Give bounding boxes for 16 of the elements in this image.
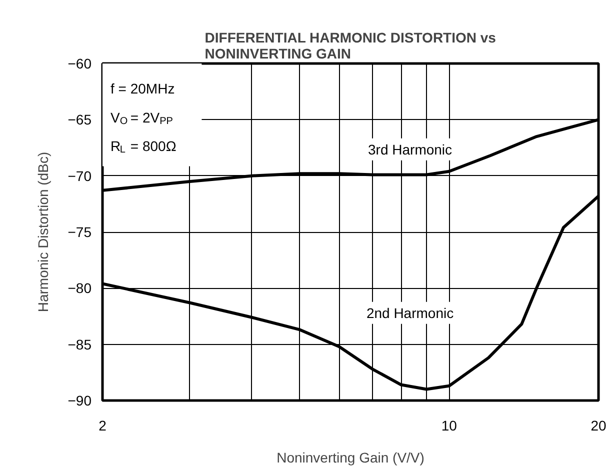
y-tick-label: −90 (68, 392, 92, 408)
annotation: f = 20MHz (110, 80, 175, 97)
chart-title: DIFFERENTIAL HARMONIC DISTORTION vs NONINVERTING GAIN (204, 30, 496, 62)
y-tick-label: −80 (68, 280, 92, 296)
x-tick-label: 2 (98, 418, 107, 434)
y-tick-label: −70 (68, 168, 92, 184)
text: 2nd Harmonic (366, 304, 454, 321)
y-tick-label: −85 (68, 336, 92, 352)
y-tick-label: −65 (68, 112, 92, 128)
x-tick-label: 20 (590, 418, 606, 434)
y-tick-label: −60 (68, 56, 92, 72)
series-label: 3rd Harmonic (368, 141, 452, 158)
x-axis-title: Noninverting Gain (V/V) (276, 450, 424, 466)
x-tick-label: 10 (441, 418, 458, 434)
y-tick-label: −75 (68, 224, 92, 240)
y-axis-title: Harmonic Distortion (dBc) (34, 152, 51, 312)
